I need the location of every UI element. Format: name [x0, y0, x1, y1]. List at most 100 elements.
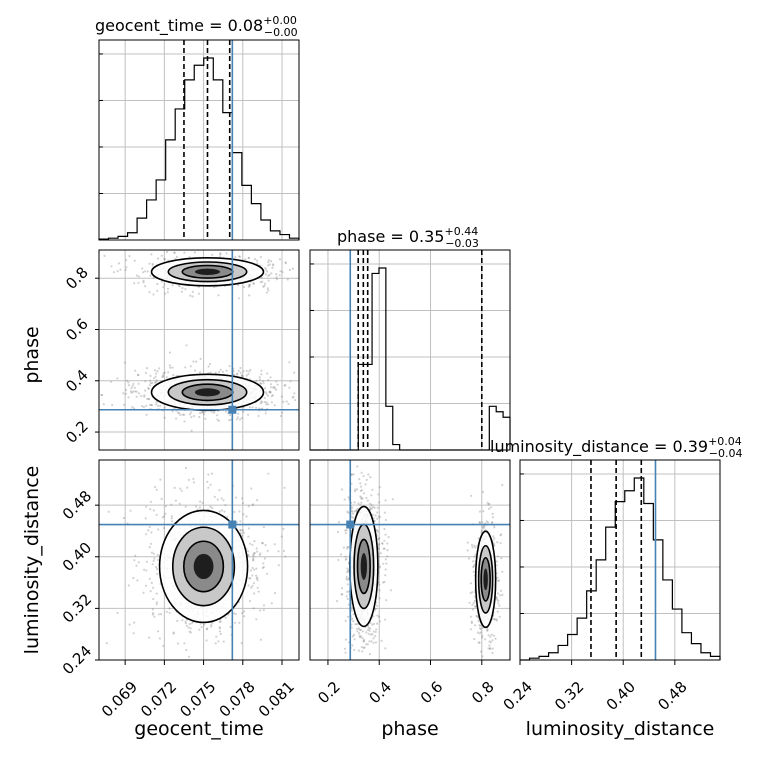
scatter-point	[134, 554, 137, 557]
scatter-point	[362, 646, 365, 650]
scatter-point	[481, 636, 484, 639]
scatter-point	[494, 637, 497, 640]
density-cell	[194, 388, 221, 397]
scatter-point	[473, 544, 476, 547]
scatter-point	[147, 387, 150, 391]
scatter-point	[469, 628, 472, 631]
scatter-point	[257, 414, 260, 418]
scatter-point	[219, 255, 222, 258]
scatter-point	[224, 410, 228, 413]
scatter-point	[384, 518, 387, 522]
scatter-point	[344, 555, 347, 558]
scatter-point	[245, 374, 248, 377]
scatter-point	[192, 360, 195, 363]
scatter-point	[351, 635, 354, 638]
scatter-point	[279, 270, 282, 273]
scatter-point	[125, 379, 128, 382]
scatter-point	[263, 557, 266, 560]
scatter-point	[133, 621, 136, 624]
scatter-point	[350, 606, 354, 609]
scatter-point	[386, 555, 389, 558]
scatter-point	[131, 390, 135, 393]
scatter-point	[372, 641, 375, 644]
scatter-point	[235, 521, 238, 524]
scatter-point	[247, 550, 250, 553]
scatter-point	[193, 369, 197, 372]
scatter-point	[372, 622, 376, 626]
scatter-point	[289, 380, 292, 383]
scatter-point	[177, 411, 180, 414]
scatter-point	[157, 257, 160, 260]
scatter-point	[497, 599, 500, 603]
scatter-point	[267, 379, 270, 382]
scatter-point	[168, 364, 171, 367]
scatter-point	[263, 387, 267, 390]
scatter-point	[219, 252, 222, 255]
scatter-point	[345, 595, 348, 598]
scatter-point	[275, 388, 278, 391]
scatter-point	[250, 586, 253, 589]
scatter-point	[478, 510, 482, 513]
scatter-point	[472, 560, 475, 563]
scatter-point	[153, 485, 157, 489]
scatter-point	[198, 506, 201, 509]
scatter-point	[150, 403, 153, 407]
scatter-point	[267, 394, 270, 397]
scatter-point	[498, 615, 501, 618]
scatter-point	[219, 368, 222, 371]
scatter-point	[268, 263, 271, 266]
scatter-point	[347, 603, 350, 606]
scatter-point	[127, 384, 131, 387]
scatter-point	[225, 252, 228, 255]
scatter-point	[205, 627, 209, 630]
scatter-point	[215, 635, 218, 638]
scatter-point	[251, 566, 254, 570]
scatter-point	[374, 641, 378, 644]
scatter-point	[281, 271, 284, 274]
scatter-point	[342, 546, 345, 549]
panel-frame	[309, 249, 511, 451]
scatter-point	[362, 492, 366, 495]
scatter-point	[273, 386, 276, 389]
text-layer: geocent_time = 0.08+0.00 −0.00 phase = 0.3…	[21, 14, 743, 740]
scatter-point	[273, 387, 276, 390]
scatter-point	[355, 509, 358, 512]
scatter-point	[264, 273, 267, 276]
panel-title-phase: phase = 0.35+0.44 −0.03	[337, 225, 479, 250]
scatter-point	[266, 549, 269, 553]
scatter-point	[262, 382, 265, 385]
scatter-point	[467, 557, 471, 560]
scatter-point	[337, 521, 340, 524]
scatter-point	[224, 504, 227, 507]
scatter-point	[280, 411, 283, 414]
scatter-point	[375, 529, 378, 532]
truth-marker	[228, 520, 237, 529]
scatter-point	[280, 535, 283, 538]
scatter-point	[357, 649, 361, 652]
scatter-point	[214, 642, 217, 645]
scatter-point	[497, 579, 500, 582]
scatter-point	[481, 490, 484, 493]
scatter-point	[163, 416, 166, 419]
scatter-point	[280, 395, 283, 398]
scatter-point	[155, 372, 158, 375]
scatter-point	[366, 499, 369, 502]
scatter-point	[366, 643, 369, 646]
scatter-point	[262, 604, 266, 607]
scatter-point	[267, 289, 270, 292]
scatter-point	[219, 620, 222, 624]
scatter-point	[382, 562, 385, 565]
scatter-point	[353, 510, 356, 513]
scatter-point	[146, 270, 149, 273]
scatter-point	[148, 291, 151, 294]
scatter-point	[152, 552, 155, 555]
scatter-point	[377, 537, 381, 540]
scatter-point	[372, 637, 375, 640]
scatter-point	[163, 406, 166, 409]
scatter-point	[251, 543, 254, 546]
scatter-point	[178, 285, 181, 288]
scatter-point	[218, 630, 222, 633]
scatter-point	[102, 403, 105, 406]
scatter-point	[382, 581, 385, 584]
scatter-point	[360, 501, 363, 504]
